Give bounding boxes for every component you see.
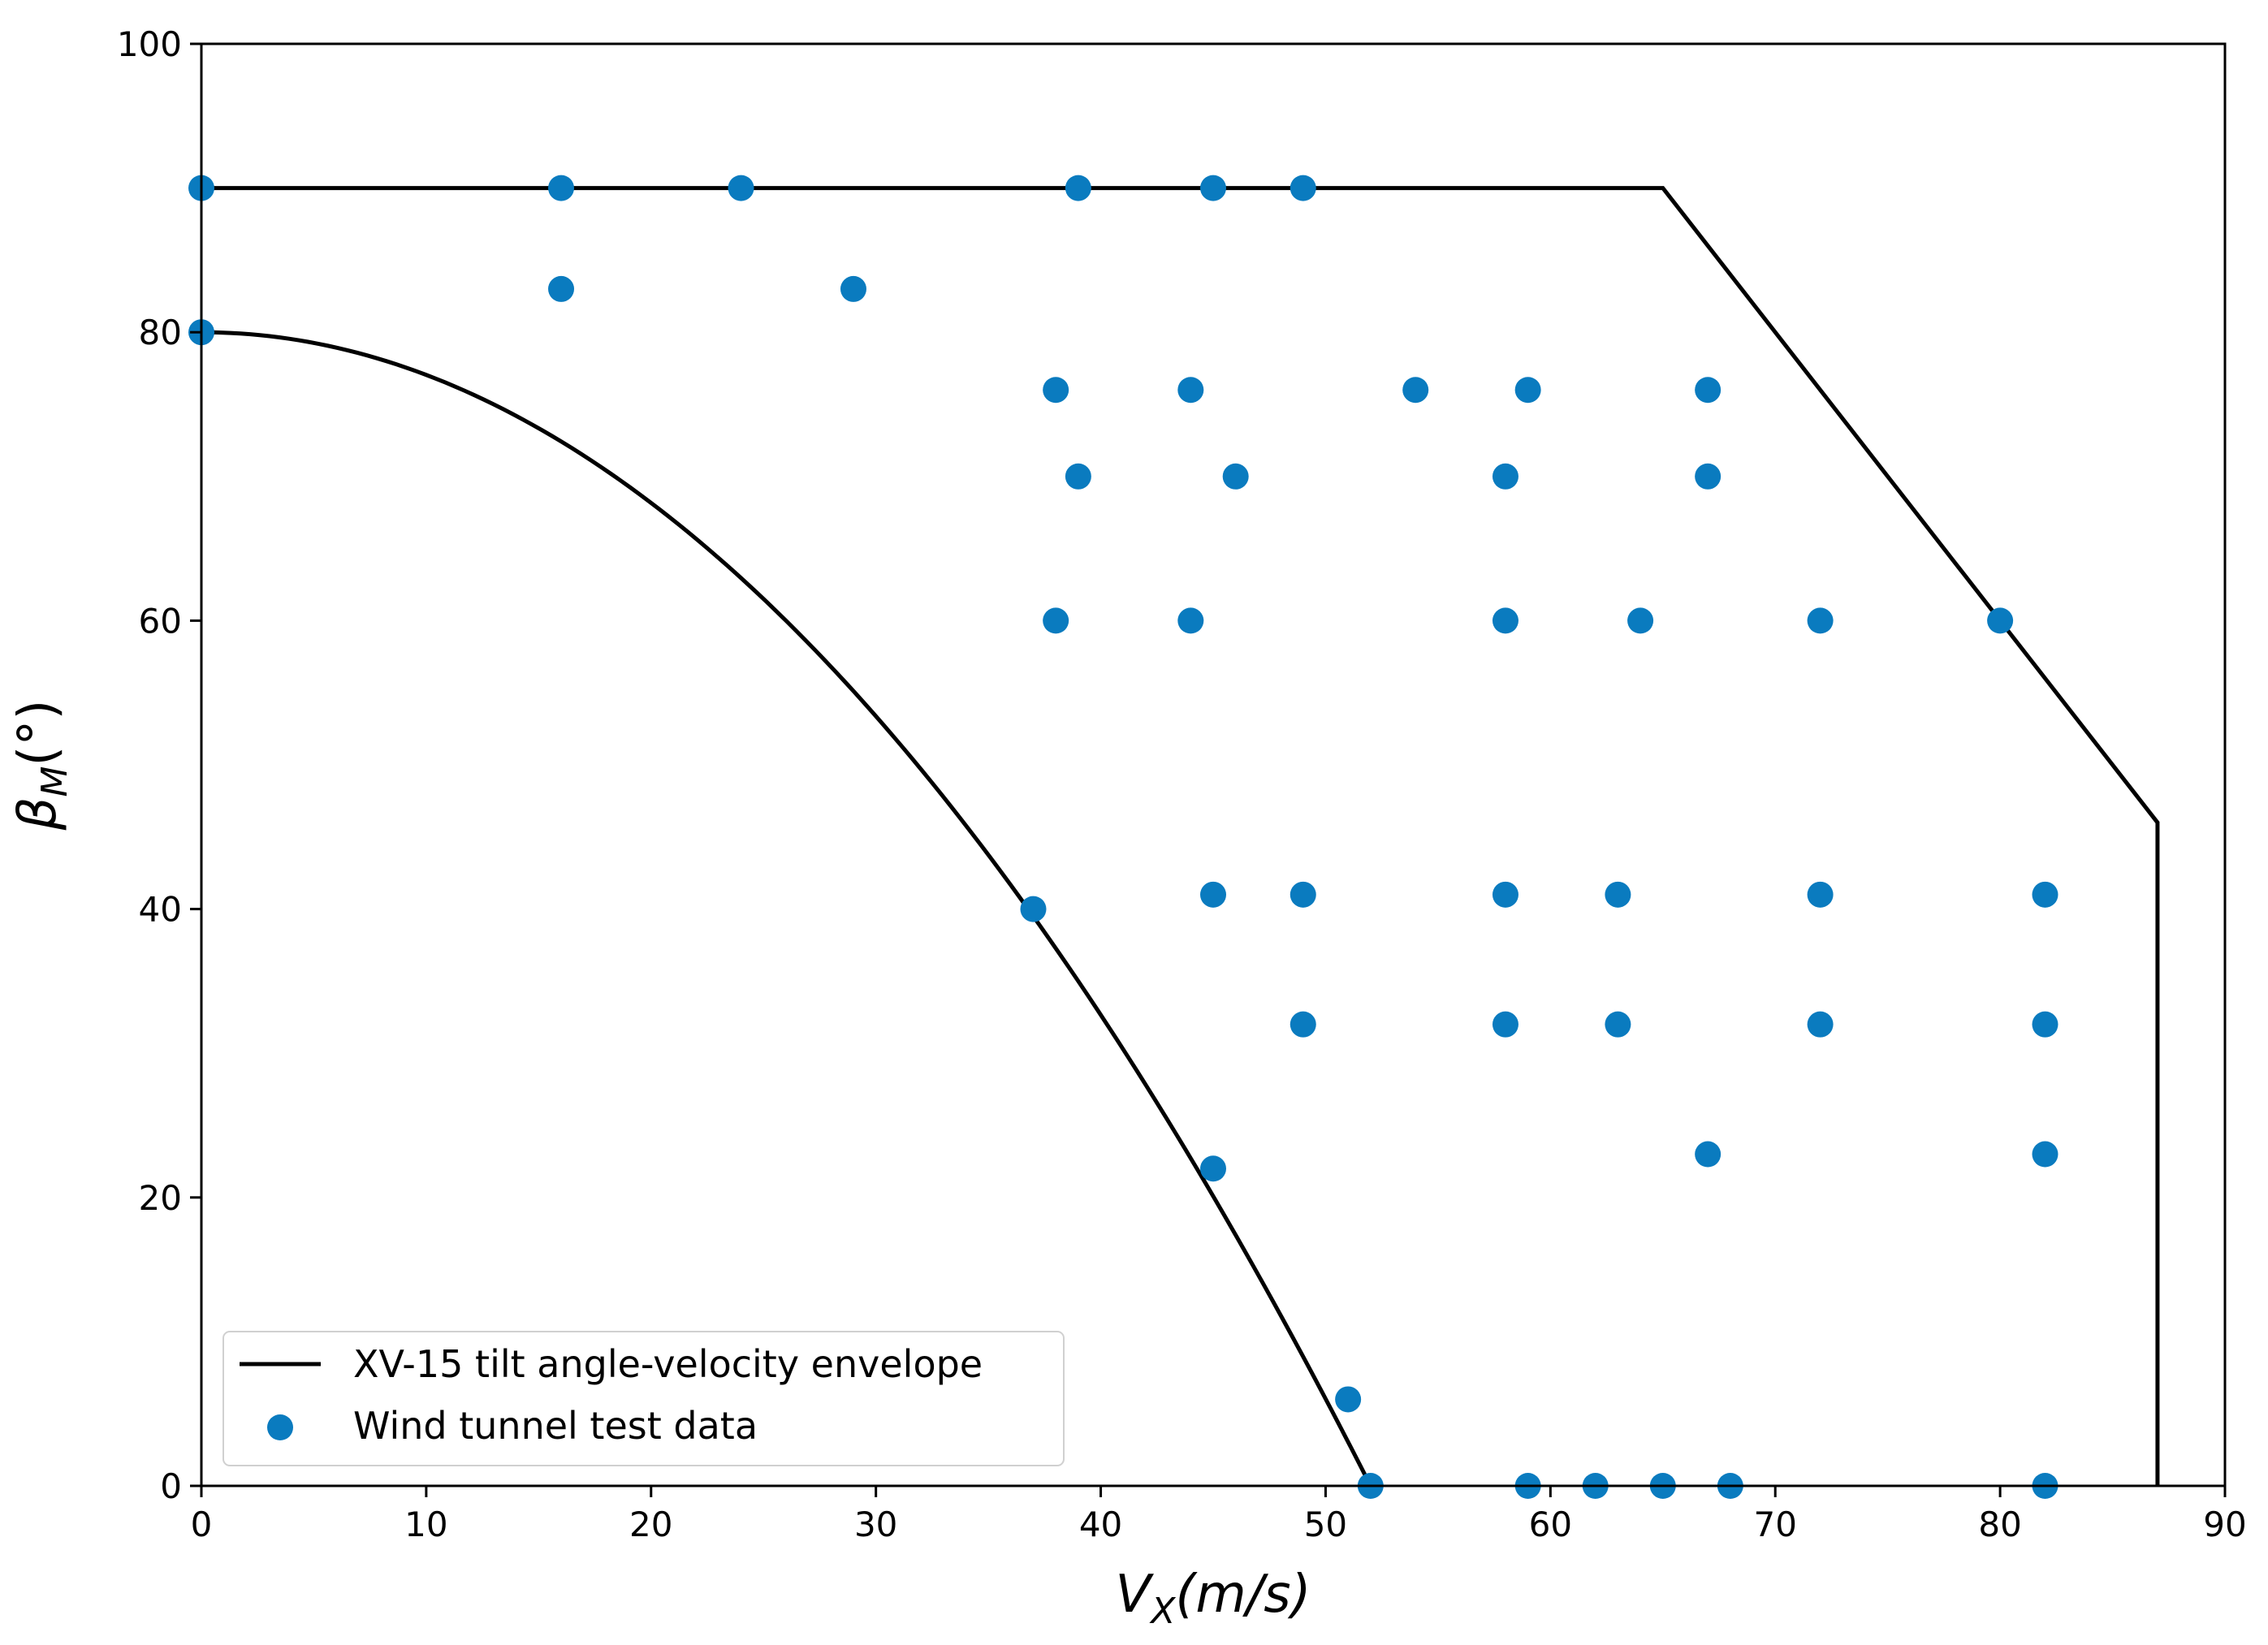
data-point (1020, 896, 1047, 922)
envelope-line-lower (201, 330, 1373, 1487)
data-point (1065, 175, 1091, 201)
y-tick-label: 20 (139, 1178, 182, 1218)
x-tick-label: 50 (1304, 1505, 1347, 1544)
data-point (1987, 607, 2014, 634)
x-tick-label: 0 (191, 1505, 213, 1544)
y-tick-label: 100 (117, 24, 182, 64)
y-axis-label-unit: (°) (8, 700, 68, 766)
legend-marker-test-data (267, 1414, 293, 1440)
plot-frame (200, 42, 2227, 1487)
data-point (1807, 607, 1834, 634)
legend-label-envelope: XV-15 tilt angle-velocity envelope (353, 1342, 983, 1386)
x-axis-label-symbol: V (1115, 1565, 1154, 1625)
legend: XV-15 tilt angle-velocity envelope Wind … (222, 1331, 1065, 1466)
x-axis-label: VX(m/s) (1115, 1565, 1311, 1632)
y-axis-label-subscript: M (34, 766, 76, 797)
data-point (1290, 1011, 1316, 1038)
x-tick-label: 60 (1529, 1505, 1572, 1544)
data-point (2032, 881, 2058, 908)
data-point (1627, 607, 1654, 634)
y-axis-label: βM(°) (8, 700, 76, 831)
data-point (1695, 1141, 1722, 1168)
x-axis-label-subscript: X (1149, 1591, 1176, 1632)
data-point (728, 175, 754, 201)
data-point (1492, 1011, 1518, 1038)
data-point (1807, 1011, 1834, 1038)
data-point (1200, 175, 1226, 201)
data-point (1492, 881, 1518, 908)
plot-area (188, 175, 2160, 1499)
x-tick-label: 40 (1079, 1505, 1122, 1544)
x-tick-label: 80 (1978, 1505, 2021, 1544)
x-axis: 0 10 20 30 40 50 60 70 80 90 (191, 1486, 2247, 1544)
data-point (1335, 1386, 1362, 1413)
x-axis-label-unit: (m/s) (1175, 1565, 1311, 1625)
data-point (1807, 881, 1834, 908)
data-point (548, 275, 575, 302)
data-point (1605, 1011, 1631, 1038)
legend-box (222, 1331, 1065, 1466)
data-point (1043, 607, 1069, 634)
data-point (2032, 1141, 2058, 1168)
envelope-line-upper (201, 186, 2160, 1486)
data-point (1492, 463, 1518, 490)
data-point (1492, 607, 1518, 634)
data-point (1177, 607, 1204, 634)
data-point (840, 275, 866, 302)
data-point (1514, 377, 1541, 404)
y-axis-label-symbol: β (8, 797, 68, 831)
y-tick-label: 80 (139, 313, 182, 352)
x-tick-label: 10 (404, 1505, 447, 1544)
y-tick-label: 40 (139, 890, 182, 930)
data-point (1402, 377, 1429, 404)
data-point (548, 175, 575, 201)
data-point (1065, 463, 1091, 490)
legend-label-test-data: Wind tunnel test data (353, 1404, 758, 1448)
x-tick-label: 20 (629, 1505, 672, 1544)
data-point (1290, 175, 1316, 201)
data-point (1177, 377, 1204, 404)
data-point (1200, 881, 1226, 908)
data-point (1200, 1155, 1226, 1182)
y-tick-label: 0 (160, 1466, 182, 1506)
data-point (1605, 881, 1631, 908)
data-point (1695, 377, 1722, 404)
data-point (1290, 881, 1316, 908)
data-point (2032, 1011, 2058, 1038)
x-tick-label: 70 (1753, 1505, 1796, 1544)
data-point (1222, 463, 1249, 490)
x-tick-label: 30 (854, 1505, 897, 1544)
data-point (1695, 463, 1722, 490)
y-axis: 0 20 40 60 80 100 (117, 24, 201, 1506)
y-tick-label: 60 (139, 601, 182, 641)
data-point (1043, 377, 1069, 404)
x-tick-label: 90 (2203, 1505, 2246, 1544)
